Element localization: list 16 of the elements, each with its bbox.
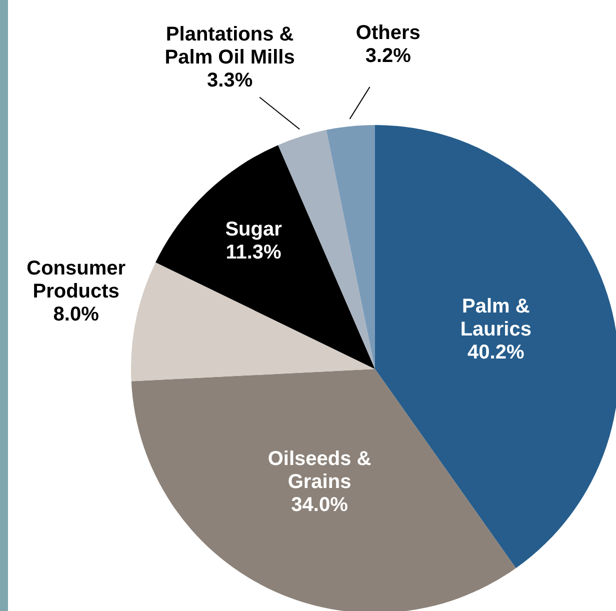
pie-slice [131,369,516,611]
slice-label: Palm & Laurics [460,296,532,341]
pie-slice [131,262,375,382]
slice-label: Consumer Products [26,258,126,303]
data-label: 3.3% [207,70,253,92]
data-label: 34.0% [291,494,348,516]
pie-slice [326,125,375,369]
slice-label: Others [356,22,420,44]
data-label: 40.2% [468,342,524,364]
slice-label: Oilseeds & Grains [268,448,372,494]
pie-slice [156,145,375,369]
data-label: 3.2% [365,45,412,68]
data-label: 8.0% [53,304,100,326]
slice-label: Plantations & Palm Oil Mills [164,24,295,69]
slice-label: Sugar [225,218,282,241]
data-label: 11.3% [226,242,282,264]
